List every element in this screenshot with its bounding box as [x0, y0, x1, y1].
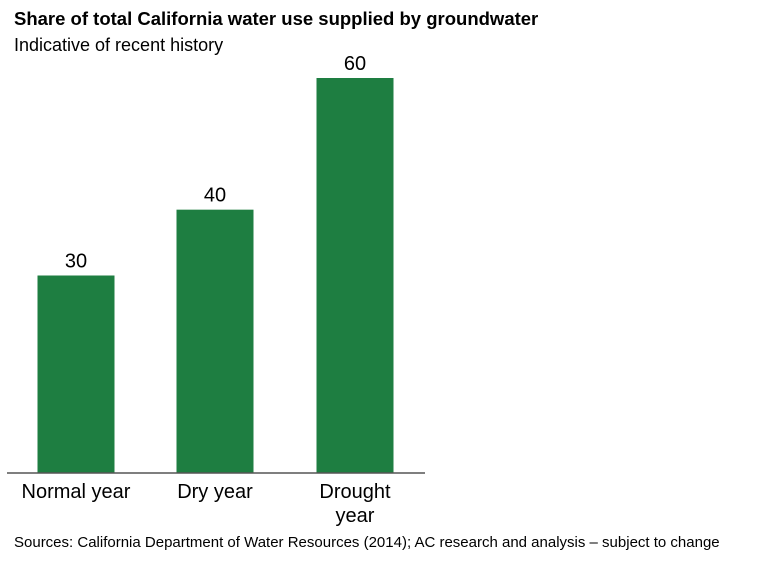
x-tick-label: Normal year — [22, 481, 131, 503]
source-note: Sources: California Department of Water … — [14, 534, 720, 551]
bar — [37, 275, 115, 473]
data-label: 40 — [204, 185, 226, 207]
data-label: 60 — [344, 53, 366, 75]
bar — [176, 209, 254, 473]
bar — [316, 78, 394, 473]
x-tick-label: Drought — [319, 481, 391, 503]
data-label: 30 — [65, 251, 87, 273]
x-tick-label: Dry year — [177, 481, 253, 503]
chart-title: Share of total California water use supp… — [14, 8, 539, 29]
x-tick-label: year — [336, 505, 375, 527]
chart-subtitle: Indicative of recent history — [14, 35, 224, 55]
